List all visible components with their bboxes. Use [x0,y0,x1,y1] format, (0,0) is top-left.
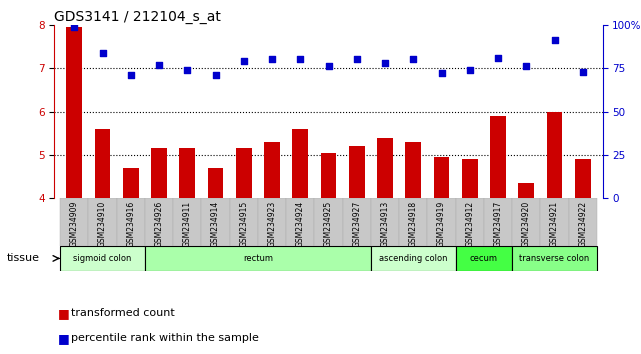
Bar [484,198,512,246]
Text: ascending colon: ascending colon [379,254,447,263]
Bar [179,148,195,198]
Point [380,60,390,66]
Bar [456,198,484,246]
Bar [456,246,512,271]
Point [182,67,192,73]
Text: GSM234913: GSM234913 [381,201,390,247]
Bar [229,198,258,246]
Bar [371,246,456,271]
Text: ■: ■ [58,332,69,344]
Bar [95,129,110,198]
Bar [519,183,534,198]
Text: GSM234921: GSM234921 [550,201,559,247]
Bar [540,198,569,246]
Bar [117,198,145,246]
Bar [88,198,117,246]
Point [154,62,164,68]
Bar [547,112,562,198]
Bar [399,198,428,246]
Point [437,70,447,76]
Bar [145,198,173,246]
Text: ■: ■ [58,307,69,320]
Text: transverse colon: transverse colon [519,254,590,263]
Bar [60,246,145,271]
Text: GSM234923: GSM234923 [267,201,276,247]
Point [465,67,475,73]
Text: GSM234912: GSM234912 [465,201,474,247]
Text: GSM234920: GSM234920 [522,201,531,247]
Bar [428,198,456,246]
Text: GSM234922: GSM234922 [578,201,587,247]
Bar [60,198,88,246]
Bar [512,198,540,246]
Point [126,72,136,78]
Point [493,55,503,61]
Text: rectum: rectum [243,254,273,263]
Bar [236,148,251,198]
Text: percentile rank within the sample: percentile rank within the sample [71,333,258,343]
Bar [490,116,506,198]
Bar [151,148,167,198]
Bar [258,198,286,246]
Bar [292,129,308,198]
Point [295,57,305,62]
Point [549,38,560,43]
Bar [286,198,314,246]
Text: GSM234916: GSM234916 [126,201,135,247]
Point [578,69,588,74]
Point [323,64,333,69]
Text: transformed count: transformed count [71,308,174,318]
Text: GSM234910: GSM234910 [98,201,107,247]
Point [408,57,419,62]
Text: GSM234919: GSM234919 [437,201,446,247]
Bar [314,198,343,246]
Point [238,58,249,64]
Bar [173,198,201,246]
Bar [371,198,399,246]
Point [352,57,362,62]
Bar [208,168,223,198]
Point [267,57,277,62]
Text: cecum: cecum [470,254,498,263]
Bar [123,168,138,198]
Text: GSM234918: GSM234918 [409,201,418,247]
Bar [145,246,371,271]
Point [521,64,531,69]
Bar [343,198,371,246]
Text: tissue: tissue [6,253,39,263]
Text: GSM234909: GSM234909 [70,201,79,247]
Bar [569,198,597,246]
Bar [67,27,82,198]
Bar [320,153,337,198]
Bar [434,157,449,198]
Bar [512,246,597,271]
Text: GSM234911: GSM234911 [183,201,192,247]
Text: GDS3141 / 212104_s_at: GDS3141 / 212104_s_at [54,10,221,24]
Bar [349,146,365,198]
Text: GSM234926: GSM234926 [154,201,163,247]
Text: GSM234924: GSM234924 [296,201,304,247]
Bar [462,159,478,198]
Point [97,50,108,55]
Text: GSM234917: GSM234917 [494,201,503,247]
Bar [406,142,421,198]
Text: GSM234915: GSM234915 [239,201,248,247]
Bar [378,137,393,198]
Bar [575,159,590,198]
Bar [264,142,279,198]
Point [210,72,221,78]
Point [69,24,79,29]
Text: GSM234925: GSM234925 [324,201,333,247]
Bar [201,198,229,246]
Text: GSM234927: GSM234927 [353,201,362,247]
Text: sigmoid colon: sigmoid colon [73,254,131,263]
Text: GSM234914: GSM234914 [211,201,220,247]
